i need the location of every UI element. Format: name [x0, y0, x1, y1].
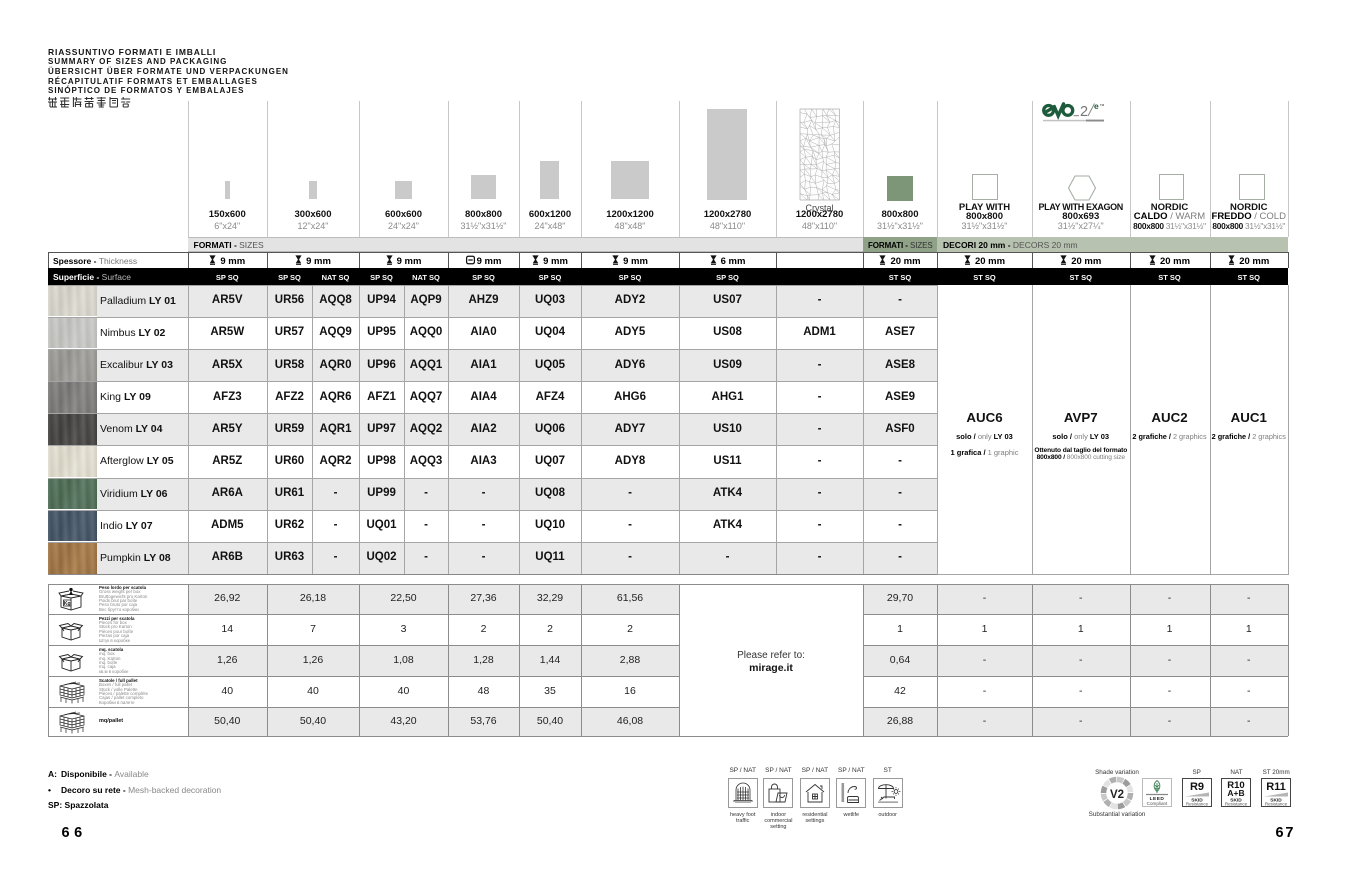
svg-text:e: e: [1094, 101, 1099, 111]
svg-text:2: 2: [1080, 104, 1088, 120]
svg-text:R10: R10: [1228, 780, 1245, 791]
svg-text:Kg: Kg: [64, 601, 71, 607]
svg-text:SKID: SKID: [1270, 798, 1282, 804]
svg-text:SKID: SKID: [1231, 798, 1243, 804]
svg-text:V2: V2: [1110, 789, 1124, 801]
svg-text:R11: R11: [1266, 781, 1286, 793]
svg-text:Resistance: Resistance: [1225, 802, 1248, 807]
svg-text:Compliant: Compliant: [1147, 801, 1168, 806]
svg-text:A+B: A+B: [1228, 788, 1245, 798]
svg-text:Resistance: Resistance: [1265, 802, 1288, 807]
svg-text:R9: R9: [1190, 781, 1204, 793]
svg-text:LEED: LEED: [1149, 796, 1164, 802]
svg-text:SKID: SKID: [1191, 798, 1203, 804]
svg-text:™: ™: [1100, 103, 1105, 109]
svg-text:Resistance: Resistance: [1186, 802, 1209, 807]
